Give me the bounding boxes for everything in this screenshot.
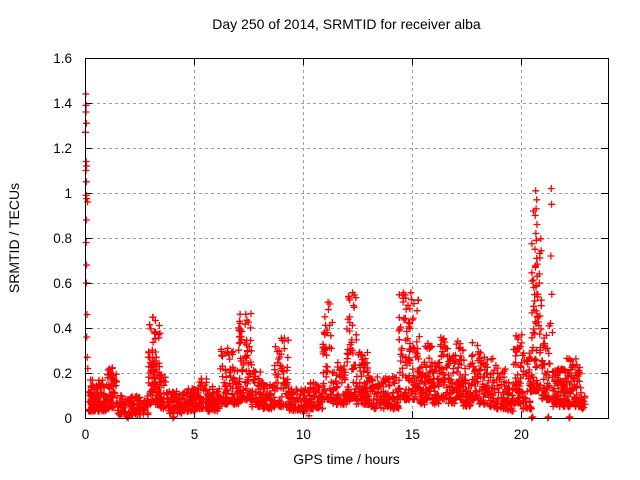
y-tick-label: 1.2 [53,141,72,156]
x-tick-label: 0 [82,427,90,442]
y-tick-label: 0.2 [53,366,72,381]
y-tick-label: 0 [64,411,72,426]
x-tick-label: 10 [296,427,311,442]
x-axis-label: GPS time / hours [293,451,400,467]
y-tick-label: 1 [64,186,72,201]
y-tick-label: 0.6 [53,276,72,291]
y-tick-label: 0.8 [53,231,72,246]
x-tick-label: 20 [514,427,529,442]
y-tick-label: 0.4 [53,321,72,336]
scatter-points [81,90,589,422]
y-tick-label: 1.4 [53,96,72,111]
x-tick-label: 15 [405,427,420,442]
chart-title: Day 250 of 2014, SRMTID for receiver alb… [212,16,481,32]
y-tick-label: 1.6 [53,51,72,66]
x-tick-label: 5 [191,427,199,442]
